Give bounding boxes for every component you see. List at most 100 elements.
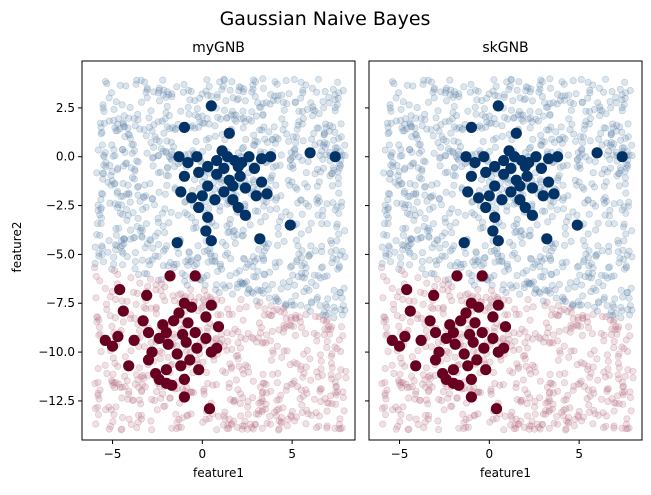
background-point (311, 141, 319, 149)
background-point (339, 302, 347, 310)
background-point (536, 289, 544, 297)
background-point (111, 267, 119, 275)
background-point (439, 281, 447, 289)
background-point (296, 318, 304, 326)
background-point (255, 399, 263, 407)
background-point (557, 307, 565, 315)
background-point (114, 362, 122, 370)
background-point (615, 259, 623, 267)
background-point (602, 110, 610, 118)
background-point (297, 269, 305, 277)
background-point (560, 342, 568, 350)
background-point (119, 211, 127, 219)
background-point (602, 124, 610, 132)
background-point (134, 182, 142, 190)
background-point (470, 281, 478, 289)
background-point (601, 199, 609, 207)
background-point (421, 376, 429, 384)
background-point (439, 303, 447, 311)
background-point (240, 114, 248, 122)
background-point (286, 321, 294, 329)
background-point (93, 313, 101, 321)
background-point (271, 78, 279, 86)
background-point (444, 394, 452, 402)
background-point (154, 276, 162, 284)
background-point (400, 189, 408, 197)
background-point (542, 319, 550, 327)
background-point (163, 88, 171, 96)
background-point (389, 300, 397, 308)
background-point (596, 112, 604, 120)
background-point (537, 272, 545, 280)
background-point (239, 124, 247, 132)
background-point (436, 154, 444, 162)
background-point (487, 296, 495, 304)
background-point (286, 163, 294, 171)
background-point (519, 376, 527, 384)
background-point (255, 319, 263, 327)
background-point (162, 171, 170, 179)
background-point (562, 405, 570, 413)
background-point (580, 256, 588, 264)
background-point (406, 180, 414, 188)
background-point (569, 315, 577, 323)
background-point (589, 386, 597, 394)
background-point (127, 347, 135, 355)
background-point (489, 87, 497, 95)
background-point (110, 105, 118, 113)
background-point (549, 99, 557, 107)
background-point (542, 407, 550, 415)
background-point (529, 263, 537, 271)
background-point (538, 141, 546, 149)
background-point (424, 411, 432, 419)
background-point (398, 124, 406, 132)
background-point (546, 75, 554, 83)
background-point (292, 236, 300, 244)
background-point (430, 86, 438, 94)
background-point (233, 96, 241, 104)
background-point (305, 252, 313, 260)
background-point (422, 270, 430, 278)
background-point (549, 400, 557, 408)
background-point (286, 156, 294, 164)
background-point (567, 304, 575, 312)
background-point (291, 150, 299, 158)
background-point (474, 410, 482, 418)
background-point (302, 169, 310, 177)
background-point (249, 253, 257, 261)
background-point (478, 124, 486, 132)
background-point (321, 325, 329, 333)
background-point (615, 400, 623, 408)
background-point (267, 312, 275, 320)
background-point (171, 297, 179, 305)
background-point (203, 324, 211, 332)
background-point (441, 276, 449, 284)
background-point (242, 135, 250, 143)
background-point (459, 410, 467, 418)
background-point (283, 422, 291, 430)
background-point (404, 193, 412, 201)
background-point (605, 242, 613, 250)
train-point-class0 (248, 162, 260, 174)
background-point (261, 305, 269, 313)
background-point (600, 124, 608, 132)
background-point (566, 279, 574, 287)
background-point (131, 233, 139, 241)
background-point (327, 325, 335, 333)
background-point (553, 412, 561, 420)
background-point (285, 90, 293, 98)
background-point (546, 388, 554, 396)
background-point (468, 272, 476, 280)
background-point (124, 211, 132, 219)
background-point (312, 247, 320, 255)
background-point (610, 272, 618, 280)
train-point-class1 (175, 360, 187, 372)
background-point (291, 98, 299, 106)
train-point-class0 (256, 153, 268, 165)
background-point (445, 280, 453, 288)
background-point (161, 283, 169, 291)
background-point (118, 247, 126, 255)
background-point (221, 251, 229, 259)
background-point (392, 237, 400, 245)
background-point (399, 295, 407, 303)
